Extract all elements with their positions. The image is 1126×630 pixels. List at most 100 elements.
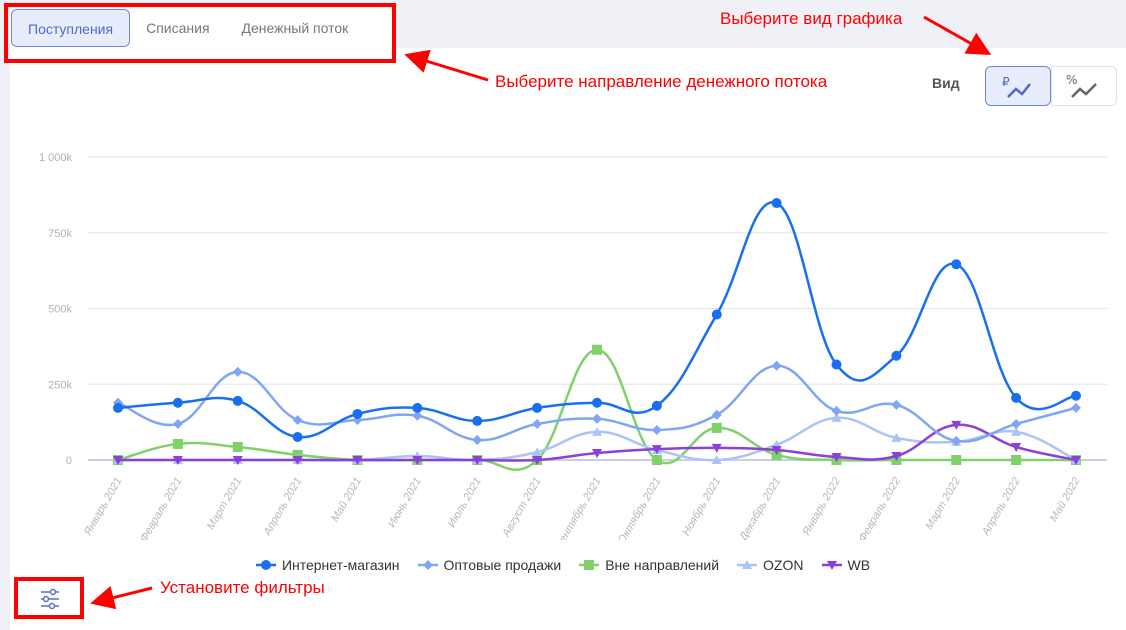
data-point[interactable] [951, 435, 962, 446]
data-point[interactable] [1011, 392, 1022, 403]
series-4 [113, 420, 1081, 465]
legend-label: WB [847, 557, 871, 573]
data-point[interactable] [1071, 402, 1081, 413]
data-point[interactable] [592, 344, 602, 355]
data-point[interactable] [951, 259, 962, 270]
view-ruble-button[interactable]: ₽ [985, 66, 1051, 106]
legend-marker[interactable] [422, 560, 433, 570]
data-point[interactable] [831, 359, 842, 370]
data-point[interactable] [232, 395, 243, 406]
x-tick-label: Апрель 2021 [261, 476, 304, 539]
legend-item[interactable]: OZON [737, 557, 804, 573]
data-point[interactable] [532, 418, 543, 429]
tab-cash-flow[interactable]: Денежный поток [241, 20, 349, 36]
data-point[interactable] [891, 350, 902, 361]
data-point[interactable] [951, 420, 962, 430]
x-tick-label: Апрель 2022 [979, 476, 1022, 539]
series-0 [113, 198, 1081, 442]
data-point[interactable] [711, 422, 722, 433]
data-point[interactable] [771, 198, 782, 209]
legend-label: Оптовые продажи [443, 557, 562, 573]
data-point[interactable] [831, 412, 842, 422]
legend-item[interactable]: Интернет-магазин [255, 557, 400, 573]
y-tick-label: 1 000k [39, 152, 73, 164]
data-point[interactable] [412, 456, 423, 465]
legend-label: OZON [763, 557, 804, 573]
data-point[interactable] [352, 456, 363, 465]
filters-button[interactable] [38, 587, 64, 611]
legend-marker[interactable] [742, 560, 753, 569]
data-point[interactable] [592, 449, 602, 459]
arrow-to-filters [90, 585, 153, 610]
legend-marker[interactable] [584, 560, 595, 570]
data-point[interactable] [651, 425, 662, 436]
data-point[interactable] [232, 456, 243, 465]
annotation-direction: Выберите направление денежного потока [495, 72, 828, 91]
arrow-to-view [923, 15, 992, 55]
data-point[interactable] [412, 410, 423, 421]
data-point[interactable] [1071, 456, 1081, 465]
data-point[interactable] [292, 449, 303, 460]
data-point[interactable] [891, 432, 902, 442]
data-point[interactable] [352, 408, 363, 419]
data-point[interactable] [891, 399, 902, 410]
data-point[interactable] [472, 456, 483, 465]
view-percent-button[interactable]: % [1051, 66, 1117, 106]
data-point[interactable] [711, 409, 722, 420]
x-tick-label: Ноябрь 2021 [680, 476, 723, 539]
data-point[interactable] [292, 431, 303, 442]
data-point[interactable] [412, 402, 423, 413]
data-point[interactable] [711, 309, 722, 320]
annotation-filters: Установите фильтры [160, 578, 325, 597]
data-point[interactable] [592, 413, 602, 424]
data-point[interactable] [651, 400, 662, 411]
data-point[interactable] [113, 456, 123, 465]
data-point[interactable] [651, 455, 662, 465]
data-point[interactable] [472, 435, 483, 446]
data-point[interactable] [1011, 442, 1022, 452]
data-point[interactable] [711, 443, 722, 453]
data-point[interactable] [592, 397, 602, 408]
legend-marker-icon [737, 560, 758, 569]
x-tick-label: Февраль 2021 [138, 476, 185, 541]
data-point[interactable] [532, 447, 543, 457]
tab-expenses[interactable]: Списания [146, 20, 210, 36]
data-point[interactable] [172, 418, 183, 429]
data-point[interactable] [711, 455, 722, 464]
view-label: Вид [932, 75, 960, 91]
data-point[interactable] [831, 452, 842, 462]
data-point[interactable] [172, 397, 183, 408]
data-point[interactable] [532, 402, 543, 413]
data-point[interactable] [172, 438, 183, 449]
data-point[interactable] [771, 446, 782, 456]
data-point[interactable] [532, 456, 543, 465]
y-tick-label: 0 [66, 455, 72, 467]
legend-marker[interactable] [826, 561, 837, 570]
data-point[interactable] [1011, 455, 1022, 465]
data-point[interactable] [232, 366, 243, 377]
x-tick-label: Март 2022 [923, 476, 963, 532]
data-point[interactable] [292, 456, 303, 465]
data-point[interactable] [113, 402, 123, 413]
data-point[interactable] [172, 456, 183, 465]
x-tick-label: Январь 2022 [800, 476, 843, 539]
data-point[interactable] [1071, 390, 1081, 401]
data-point[interactable] [592, 426, 602, 436]
legend-marker[interactable] [260, 560, 271, 570]
x-tick-label: Сентябрь 2021 [553, 476, 604, 541]
legend-item[interactable]: Оптовые продажи [417, 557, 562, 573]
data-point[interactable] [232, 441, 243, 452]
data-point[interactable] [472, 415, 483, 426]
data-point[interactable] [951, 455, 962, 465]
data-point[interactable] [891, 452, 902, 462]
legend-item[interactable]: WB [821, 557, 871, 573]
data-point[interactable] [1011, 418, 1022, 429]
data-point[interactable] [651, 445, 662, 455]
data-point[interactable] [831, 405, 842, 416]
data-point[interactable] [292, 415, 303, 426]
legend-item[interactable]: Вне направлений [579, 557, 719, 573]
data-point[interactable] [771, 360, 782, 371]
tab-income[interactable]: Поступления [11, 9, 131, 47]
data-point[interactable] [1011, 426, 1022, 436]
